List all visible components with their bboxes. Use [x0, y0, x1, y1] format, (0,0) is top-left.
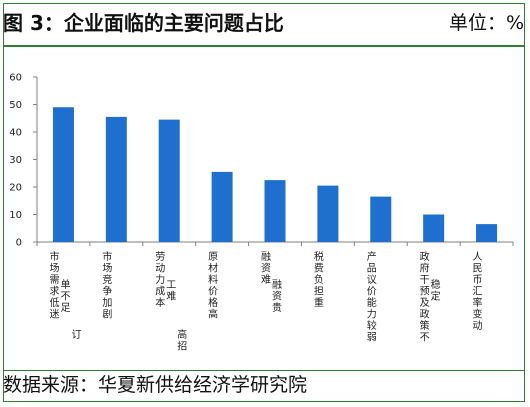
y-tick-label: 0: [16, 238, 22, 249]
y-tick-label: 40: [9, 128, 22, 139]
category-label-text: 政府干预及政策不: [420, 250, 430, 344]
bar: [476, 224, 498, 242]
category-label-text: 产品议价能力较弱: [367, 250, 377, 344]
bar: [105, 116, 127, 242]
category-label-text: 融资难: [261, 251, 271, 286]
bar: [52, 107, 74, 242]
category-label: 融资难 融资贵: [261, 251, 282, 314]
category-label-text: 订: [71, 329, 81, 341]
y-tick-label: 30: [9, 155, 22, 166]
unit-label: 单位：%: [448, 12, 524, 34]
footer-divider: [4, 370, 524, 371]
category-label: 市场竞争加剧: [102, 250, 112, 321]
source-note: 数据来源：华夏新供给经济学研究院: [3, 374, 308, 396]
category-label-text: 融资贵: [272, 279, 282, 314]
category-label-text: 单不足: [60, 279, 70, 314]
category-label-text: 人民币汇率变动: [473, 251, 483, 332]
chart-bars: [52, 107, 498, 242]
category-label-text: 劳动力成本: [155, 250, 165, 309]
category-label-text: 高招: [177, 328, 187, 353]
chart-frame: [3, 3, 525, 402]
category-label: 原材料价格高: [208, 251, 218, 321]
y-tick-label: 50: [9, 100, 22, 111]
bar: [211, 171, 233, 242]
y-tick-label: 20: [9, 183, 22, 194]
bar: [423, 214, 445, 242]
bar: [317, 185, 339, 242]
category-label: 产品议价能力较弱: [367, 250, 377, 344]
header-divider: [4, 45, 524, 47]
y-tick-label: 60: [9, 73, 22, 84]
category-label: 人民币汇率变动: [473, 251, 483, 332]
category-label-text: 稳定: [431, 278, 441, 303]
y-tick-label: 10: [9, 210, 22, 221]
bar: [264, 180, 286, 242]
category-label-text: 原材料价格高: [208, 251, 218, 321]
category-label-text: 税费负担重: [314, 250, 324, 309]
category-label-text: 市场需求低迷: [49, 250, 59, 321]
category-label-text: 工难: [166, 280, 176, 303]
bar: [158, 119, 180, 242]
bar: [370, 196, 392, 242]
category-label: 税费负担重: [314, 250, 324, 309]
chart-title: 图 3：企业面临的主要问题占比: [3, 11, 284, 35]
category-label-text: 市场竞争加剧: [102, 250, 112, 321]
